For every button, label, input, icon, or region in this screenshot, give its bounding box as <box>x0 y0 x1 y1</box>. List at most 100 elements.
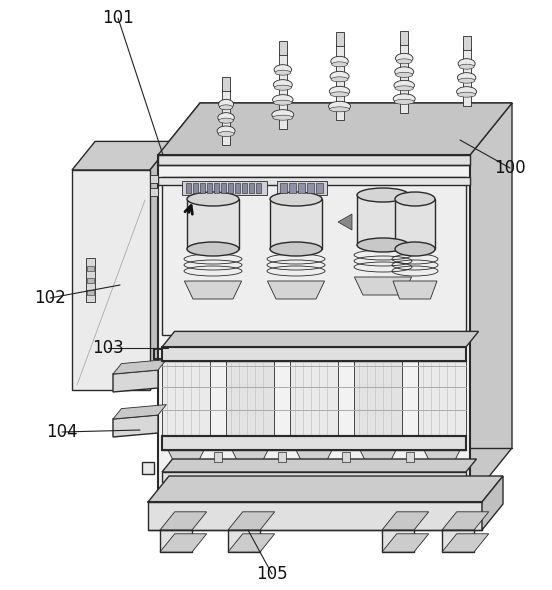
Polygon shape <box>113 359 166 374</box>
Ellipse shape <box>331 56 348 66</box>
Bar <box>279 41 287 55</box>
Polygon shape <box>393 281 437 299</box>
Bar <box>72 170 150 390</box>
Polygon shape <box>150 142 173 390</box>
Ellipse shape <box>458 73 476 83</box>
Bar <box>249 183 254 193</box>
Polygon shape <box>72 142 173 170</box>
Ellipse shape <box>458 92 476 97</box>
Polygon shape <box>184 281 242 299</box>
Ellipse shape <box>330 71 349 81</box>
Polygon shape <box>113 415 158 437</box>
Bar <box>278 452 286 462</box>
Ellipse shape <box>458 78 475 83</box>
Ellipse shape <box>357 188 409 202</box>
Polygon shape <box>150 188 158 196</box>
Ellipse shape <box>187 242 239 256</box>
Text: 100: 100 <box>494 159 526 177</box>
Bar <box>307 183 314 193</box>
Bar <box>87 278 94 283</box>
Polygon shape <box>442 534 489 552</box>
Ellipse shape <box>458 58 475 68</box>
Bar <box>336 32 343 47</box>
Ellipse shape <box>330 86 350 96</box>
Bar <box>158 177 470 185</box>
Bar <box>222 89 230 145</box>
Bar <box>187 199 239 249</box>
Bar <box>158 155 470 500</box>
Ellipse shape <box>274 65 291 75</box>
Polygon shape <box>228 512 275 530</box>
Ellipse shape <box>396 59 412 64</box>
Ellipse shape <box>218 132 234 136</box>
Polygon shape <box>160 534 206 552</box>
Bar <box>442 530 474 552</box>
Ellipse shape <box>217 126 235 136</box>
Bar <box>228 530 260 552</box>
Polygon shape <box>267 281 325 299</box>
Bar <box>214 452 222 462</box>
Bar <box>193 183 198 193</box>
Ellipse shape <box>274 100 292 105</box>
Polygon shape <box>354 277 412 295</box>
Bar <box>87 290 94 295</box>
Polygon shape <box>113 405 166 419</box>
Bar <box>87 266 94 271</box>
Bar <box>160 530 192 552</box>
Ellipse shape <box>272 110 294 120</box>
Bar <box>406 452 414 462</box>
Bar <box>158 155 470 165</box>
Bar <box>235 183 240 193</box>
Bar <box>463 48 471 106</box>
Text: 103: 103 <box>92 339 124 357</box>
Polygon shape <box>160 512 206 530</box>
Polygon shape <box>482 476 503 530</box>
Bar <box>186 183 191 193</box>
Polygon shape <box>338 214 352 230</box>
Bar <box>86 258 95 302</box>
Bar <box>242 183 247 193</box>
Polygon shape <box>232 450 268 472</box>
Bar <box>142 462 154 474</box>
Polygon shape <box>162 459 476 472</box>
Bar <box>256 183 261 193</box>
Bar <box>182 181 267 195</box>
Bar <box>354 361 402 436</box>
Bar <box>279 53 287 129</box>
Bar <box>222 77 230 91</box>
Text: 102: 102 <box>34 289 66 307</box>
Bar <box>336 44 343 120</box>
Ellipse shape <box>395 53 413 63</box>
Ellipse shape <box>394 99 414 104</box>
Ellipse shape <box>330 107 349 112</box>
Bar <box>228 183 233 193</box>
Bar <box>357 195 409 245</box>
Polygon shape <box>228 534 275 552</box>
Ellipse shape <box>270 192 322 206</box>
Ellipse shape <box>395 86 413 91</box>
Polygon shape <box>424 450 460 472</box>
Bar <box>270 199 322 249</box>
Polygon shape <box>148 476 503 502</box>
Ellipse shape <box>275 70 290 75</box>
Polygon shape <box>168 450 204 472</box>
Ellipse shape <box>270 242 322 256</box>
Ellipse shape <box>328 101 351 112</box>
Ellipse shape <box>393 94 415 104</box>
Bar <box>290 361 338 436</box>
Bar <box>162 436 466 450</box>
Bar <box>418 361 466 436</box>
Ellipse shape <box>332 62 347 67</box>
Bar <box>298 183 305 193</box>
Ellipse shape <box>219 99 233 109</box>
Polygon shape <box>382 534 429 552</box>
Polygon shape <box>150 175 158 183</box>
Polygon shape <box>296 450 332 472</box>
Ellipse shape <box>357 238 409 252</box>
Bar <box>342 452 350 462</box>
Bar <box>226 361 274 436</box>
Bar <box>463 35 471 50</box>
Bar <box>162 361 210 436</box>
Ellipse shape <box>395 242 435 256</box>
Text: 101: 101 <box>102 9 134 27</box>
